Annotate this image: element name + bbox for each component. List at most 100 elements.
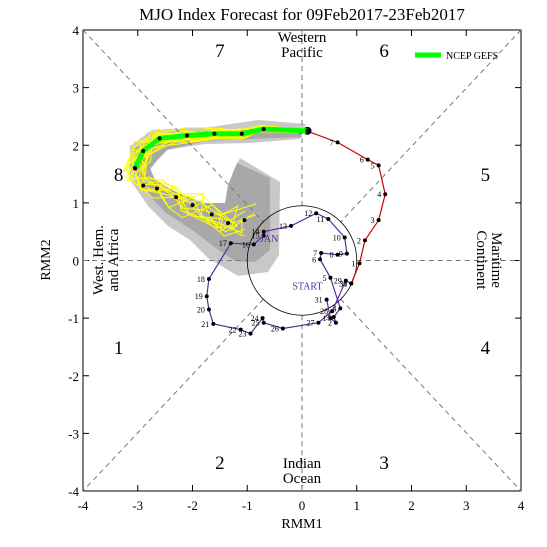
x-tick-label: 1 xyxy=(354,498,361,513)
february-track-line xyxy=(306,130,386,284)
january-track-day-label: 9 xyxy=(339,250,343,259)
february-track-point xyxy=(383,192,388,197)
phase-number: 3 xyxy=(379,453,389,474)
january-track-point xyxy=(251,242,256,247)
mean-forecast-line xyxy=(132,126,308,170)
january-track-point xyxy=(289,223,294,228)
january-track-point xyxy=(204,294,209,299)
february-track-point xyxy=(376,163,381,168)
legend-label: NCEP GEFS xyxy=(446,51,498,62)
region-label-line: and Africa xyxy=(106,228,122,291)
phase-number: 6 xyxy=(379,41,389,62)
january-track-day-label: 11 xyxy=(317,215,325,224)
january-track-day-label: 7 xyxy=(313,249,317,258)
january-track-point xyxy=(280,326,285,331)
january-track-day-label: 24 xyxy=(251,314,259,323)
february-track-point xyxy=(376,218,381,223)
phase-number: 5 xyxy=(481,165,491,186)
january-track-day-label: 15 xyxy=(252,232,260,241)
y-tick-label: 2 xyxy=(73,138,80,153)
january-track-point xyxy=(319,251,324,256)
phase-number: 2 xyxy=(215,453,225,474)
january-track-point xyxy=(248,331,253,336)
january-track-point xyxy=(261,229,266,234)
january-track-day-label: 8 xyxy=(330,251,334,260)
x-axis-label: RMM1 xyxy=(281,517,322,532)
phase-divider xyxy=(340,298,522,492)
y-tick-label: 4 xyxy=(73,23,80,38)
january-track-day-label: 3 xyxy=(326,313,330,322)
january-track-point xyxy=(335,252,340,257)
x-tick-label: 0 xyxy=(299,498,306,513)
region-label: West. Hem.and Africa xyxy=(91,225,122,295)
january-track-day-label: 20 xyxy=(197,305,205,314)
january-track-point xyxy=(261,233,266,238)
january-track-day-label: 31 xyxy=(315,296,323,305)
january-track-point xyxy=(342,235,347,240)
january-track-point xyxy=(261,320,266,325)
january-track-day-label: 16 xyxy=(242,240,250,249)
legend: NCEP GEFS xyxy=(415,51,498,62)
january-track-day-label: 2 xyxy=(328,319,332,328)
lower-branch-point xyxy=(190,203,195,208)
january-track-point xyxy=(318,257,323,262)
phase-number: 7 xyxy=(215,41,225,62)
mean-forecast-point xyxy=(157,136,162,141)
y-axis-label: RMM2 xyxy=(39,239,54,280)
january-track-day-label: 26 xyxy=(271,324,279,333)
mean-forecast-point xyxy=(212,131,217,136)
january-track-point xyxy=(316,320,321,325)
lower-branch-point xyxy=(154,186,159,191)
lower-branch-point xyxy=(133,166,138,171)
x-tick-label: -1 xyxy=(242,498,253,513)
y-tick-label: -3 xyxy=(68,426,79,441)
january-track-day-label: 17 xyxy=(219,239,227,248)
phase-number: 1 xyxy=(114,338,124,359)
january-track-day-label: 28 xyxy=(320,307,328,316)
y-tick-label: 1 xyxy=(73,196,80,211)
phase-number: 8 xyxy=(114,165,124,186)
january-track-point xyxy=(343,278,348,283)
region-label: MaritimeContinent xyxy=(473,230,504,290)
january-track-point xyxy=(228,241,233,246)
january-track-day-label: 5 xyxy=(322,274,326,283)
february-track-point xyxy=(335,140,340,145)
x-tick-label: -4 xyxy=(78,498,89,513)
january-track-point xyxy=(333,320,338,325)
january-track-day-label: 30 xyxy=(339,280,347,289)
january-track-point xyxy=(328,275,333,280)
mean-forecast-point xyxy=(261,127,266,132)
mean-forecast-point xyxy=(305,128,310,133)
february-track-day-label: 2 xyxy=(357,236,361,245)
january-track-point xyxy=(328,316,333,321)
mean-forecast-point xyxy=(185,133,190,138)
january-track-day-label: 25 xyxy=(252,319,260,328)
y-tick-label: -2 xyxy=(68,369,79,384)
january-track-day-label: 22 xyxy=(229,326,237,335)
february-track-day-label: 1 xyxy=(351,259,355,268)
spread-shading-inner xyxy=(130,128,302,262)
month-label: JAN xyxy=(260,234,278,245)
january-track-day-label: 23 xyxy=(239,330,247,339)
february-track-point xyxy=(349,281,354,286)
region-label-line: West. Hem. xyxy=(91,225,107,295)
phase-divider xyxy=(82,298,264,492)
x-tick-label: 3 xyxy=(463,498,470,513)
y-tick-label: 3 xyxy=(73,81,80,96)
january-track-point xyxy=(238,327,243,332)
january-track-day-label: 14 xyxy=(252,228,260,237)
lower-branch-point xyxy=(226,221,231,226)
january-track-point xyxy=(331,314,336,319)
january-track-point xyxy=(330,309,335,314)
phase-divider xyxy=(340,29,522,223)
phase-divider xyxy=(82,29,264,223)
february-track-day-label: 31 xyxy=(339,280,347,289)
x-tick-label: -2 xyxy=(187,498,198,513)
region-label-line: Ocean xyxy=(283,471,322,487)
chart-title: MJO Index Forecast for 09Feb2017-23Feb20… xyxy=(139,5,465,24)
mean-forecast-point xyxy=(239,131,244,136)
january-track-day-label: 18 xyxy=(197,275,205,284)
january-track-point xyxy=(260,316,265,321)
